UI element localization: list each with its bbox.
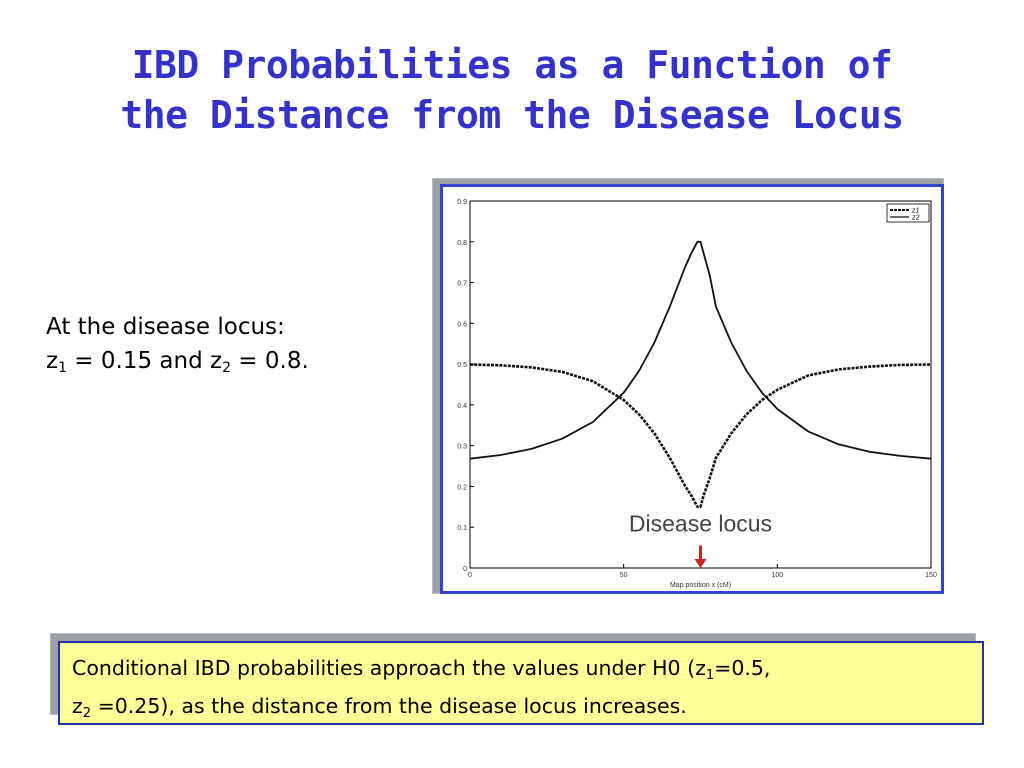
callout-line-1: Conditional IBD probabilities approach t… (72, 653, 970, 691)
legend-label-z2: z2 (911, 215, 920, 222)
disease-locus-note: At the disease locus: z1 = 0.15 and z2 =… (46, 310, 309, 385)
callout-text-2: =0.5, (714, 656, 771, 680)
note-line-1: At the disease locus: (46, 314, 285, 340)
note-z1-label: z (46, 348, 59, 374)
callout-subscript-1: 1 (705, 668, 715, 683)
callout-line-2: z2 =0.25), as the distance from the dise… (72, 691, 970, 729)
x-tick-label: 0 (468, 572, 472, 579)
x-tick-label: 100 (771, 572, 783, 579)
series-line-z2 (469, 240, 932, 460)
y-tick-label: 0.4 (457, 403, 467, 410)
x-tick-label: 50 (620, 572, 628, 579)
callout-text-4: =0.25), as the distance from the disease… (91, 694, 687, 718)
slide-title-line-2: the Distance from the Disease Locus (120, 93, 904, 137)
y-tick-label: 0.8 (457, 240, 467, 247)
conclusion-callout: Conditional IBD probabilities approach t… (58, 641, 984, 725)
disease-locus-annotation: Disease locus (629, 510, 772, 536)
y-tick-label: 0.5 (457, 362, 467, 369)
y-tick-label: 0.3 (457, 444, 467, 451)
legend-box (886, 203, 930, 223)
chart-frame: 0 0.1 0.2 0.3 0.4 0.5 0.6 0.7 0.8 0.9 0 50 100 150 Map… (440, 184, 944, 594)
callout-subscript-2: 2 (82, 706, 92, 721)
x-axis-label: Map position x (cM) (670, 582, 731, 589)
series-line-z1 (469, 363, 932, 509)
slide-title-line-1: IBD Probabilities as a Function of (131, 43, 893, 87)
y-tick-label: 0.7 (457, 281, 467, 288)
note-z1-text: = 0.15 and z (67, 348, 223, 374)
y-tick-label: 0.2 (457, 484, 467, 491)
note-z1-subscript: 1 (58, 360, 67, 376)
slide-title: IBD Probabilities as a Function of the D… (0, 40, 1024, 140)
callout-text-1: Conditional IBD probabilities approach t… (72, 656, 706, 680)
ibd-chart: 0 0.1 0.2 0.3 0.4 0.5 0.6 0.7 0.8 0.9 0 50 100 150 Map… (457, 199, 937, 589)
legend-label-z1: z1 (911, 208, 920, 215)
note-line-2: z1 = 0.15 and z2 = 0.8. (46, 344, 309, 385)
disease-locus-arrow-head (694, 559, 707, 568)
y-tick-label: 0.6 (457, 321, 467, 328)
y-tick-label: 0.1 (457, 525, 467, 532)
callout-text-3: z (72, 694, 83, 718)
x-tick-label: 150 (925, 572, 937, 579)
note-z2-subscript: 2 (222, 360, 231, 376)
note-z2-text: = 0.8. (231, 348, 309, 374)
y-tick-label: 0.9 (457, 199, 467, 206)
y-tick-label: 0 (463, 566, 467, 573)
